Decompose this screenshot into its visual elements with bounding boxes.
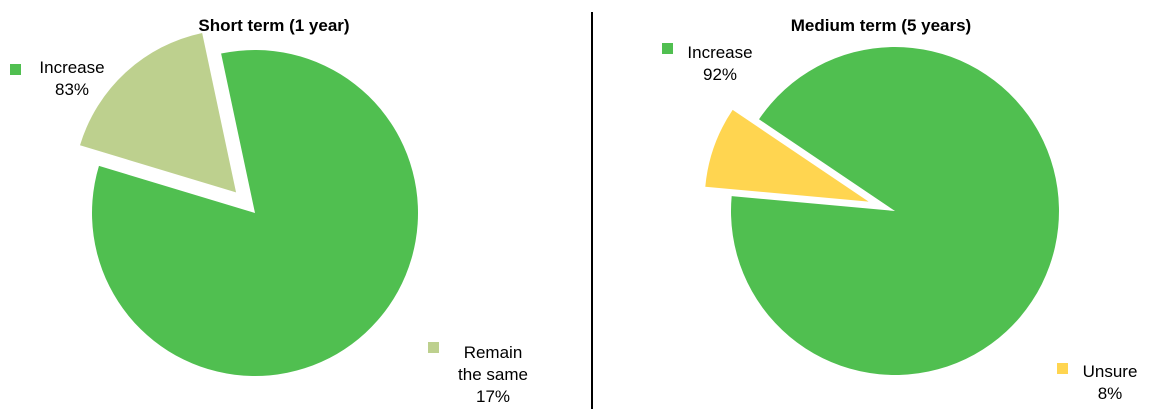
chart-title: Medium term (5 years) (791, 16, 971, 35)
data-label-group: Unsure 8% (1057, 362, 1137, 403)
data-label-value: 83% (55, 80, 89, 99)
pie-slice-increase (730, 47, 1059, 376)
data-label-group: Increase 83% (10, 58, 105, 99)
pie-chart-short-term: Short term (1 year) Increase 83% Remain the… (10, 16, 528, 406)
pie-chart-medium-term: Medium term (5 years) Increase 92% Unsure 8… (662, 16, 1137, 403)
data-label-value: 17% (476, 387, 510, 406)
data-label-group: Remain the same 17% (428, 342, 528, 406)
data-label-category: Unsure (1083, 362, 1138, 381)
data-label-value: 8% (1098, 384, 1123, 403)
data-label-value: 92% (703, 65, 737, 84)
pie-slice-remain-the-same (80, 32, 237, 193)
pie-slice-increase (92, 49, 419, 376)
legend-swatch (1057, 363, 1068, 374)
data-label-category: the same (458, 365, 528, 384)
legend-swatch (428, 342, 439, 353)
data-label-category: Remain (464, 343, 523, 362)
data-label-group: Increase 92% (662, 43, 753, 84)
pie-slice-unsure (705, 109, 869, 202)
chart-title: Short term (1 year) (198, 16, 349, 35)
legend-swatch (662, 43, 673, 54)
data-label-category: Increase (39, 58, 104, 77)
data-label-category: Increase (687, 43, 752, 62)
legend-swatch (10, 64, 21, 75)
